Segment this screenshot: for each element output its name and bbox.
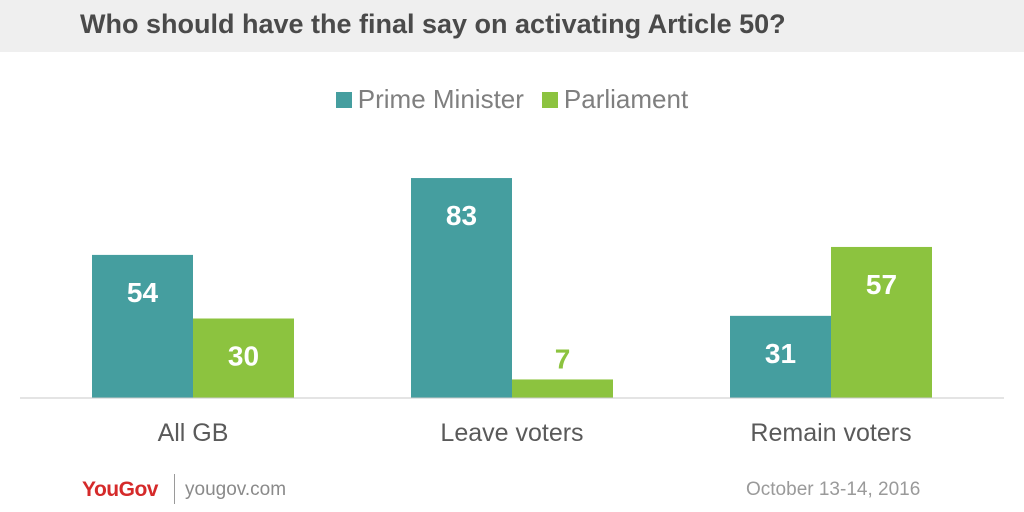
category-label: All GB bbox=[158, 419, 229, 447]
data-label: 54 bbox=[127, 277, 159, 308]
bar bbox=[512, 379, 613, 398]
legend-item-prime-minister: Prime Minister bbox=[335, 84, 524, 115]
bar bbox=[193, 318, 294, 398]
title-bar bbox=[0, 0, 1024, 52]
footer-divider bbox=[174, 474, 175, 504]
chart-title: Who should have the final say on activat… bbox=[80, 9, 786, 39]
bar bbox=[92, 254, 193, 398]
data-label: 7 bbox=[555, 343, 571, 374]
yougov-logo: YouGov bbox=[82, 478, 158, 501]
legend-swatch-parliament bbox=[541, 91, 558, 108]
bar bbox=[411, 178, 512, 398]
legend-label-parliament: Parliament bbox=[563, 84, 689, 114]
bar bbox=[831, 246, 932, 398]
data-label: 83 bbox=[446, 200, 477, 231]
footer-site: yougov.com bbox=[185, 479, 287, 500]
footer-date: October 13-14, 2016 bbox=[746, 479, 921, 500]
bar bbox=[730, 315, 831, 398]
legend-label-prime-minister: Prime Minister bbox=[357, 84, 524, 114]
data-label: 31 bbox=[765, 338, 796, 369]
category-label: Remain voters bbox=[750, 419, 911, 447]
data-label: 30 bbox=[228, 341, 259, 372]
data-label: 57 bbox=[866, 269, 897, 300]
legend-item-parliament: Parliament bbox=[541, 84, 689, 115]
category-label: Leave voters bbox=[440, 419, 583, 447]
legend-swatch-prime-minister bbox=[335, 91, 352, 108]
legend: Prime Minister Parliament bbox=[0, 84, 1024, 115]
